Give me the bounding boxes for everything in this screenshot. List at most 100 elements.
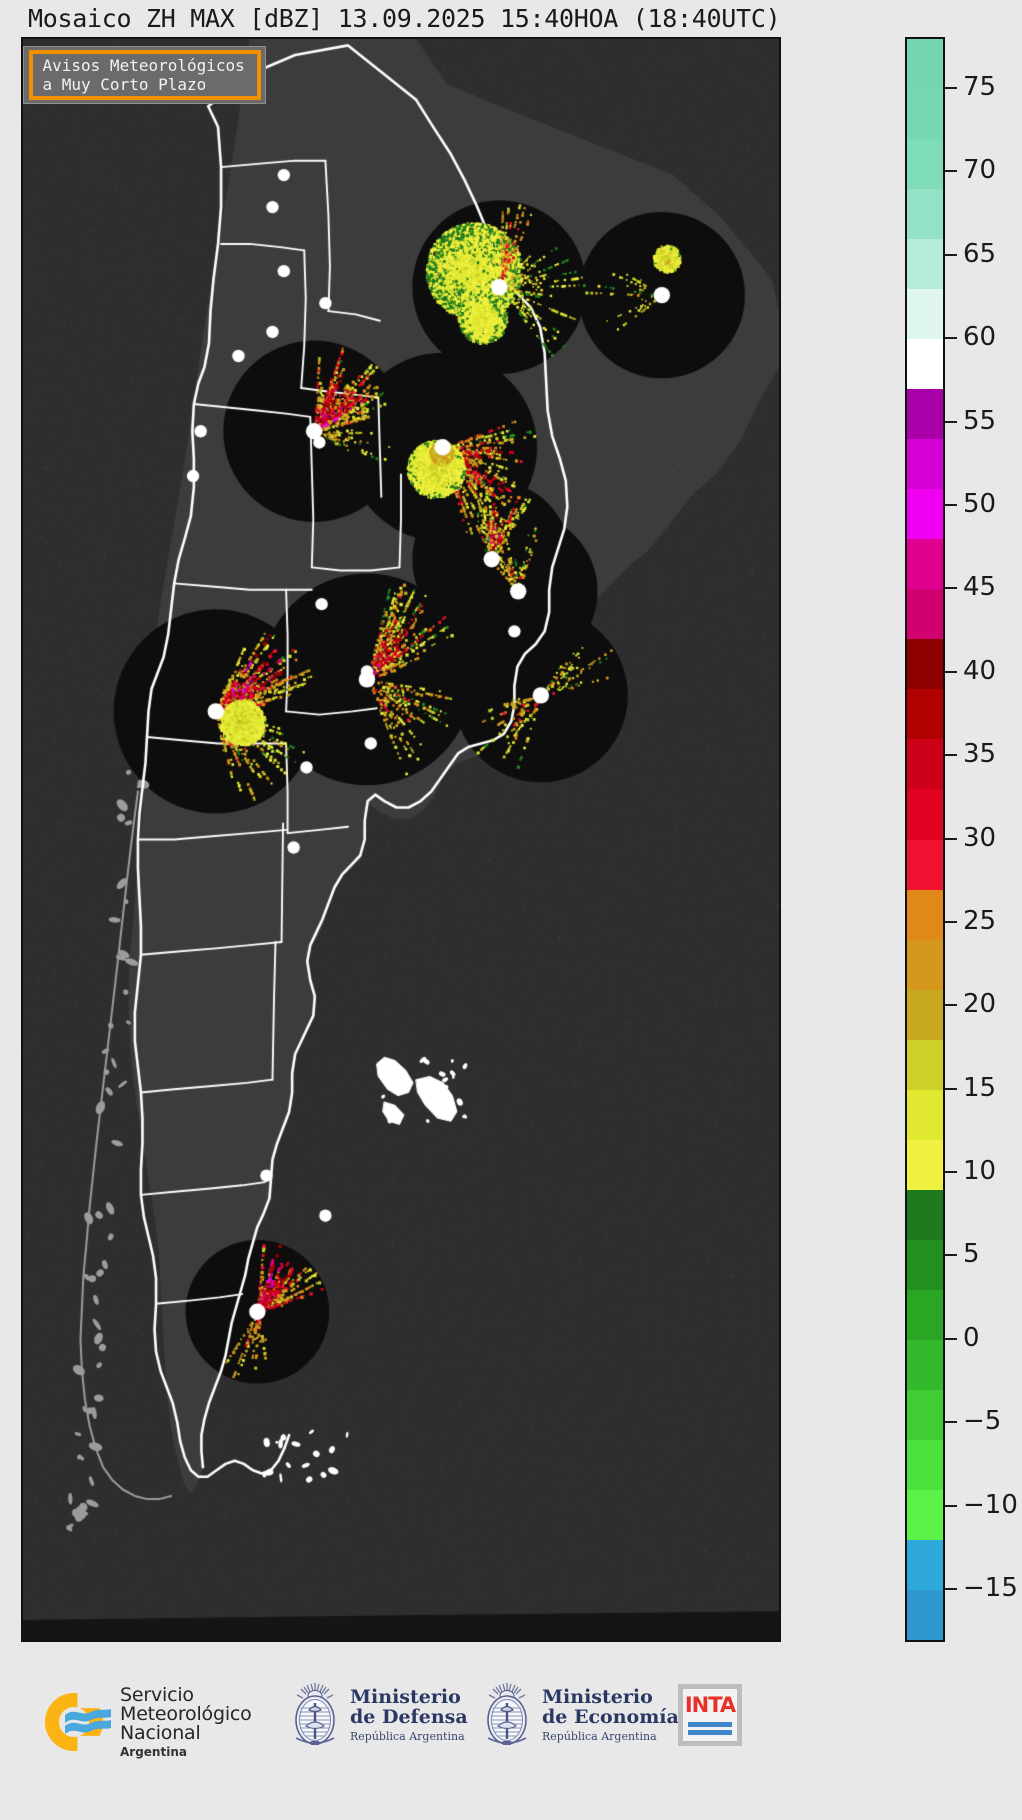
colorbar-tick xyxy=(945,503,957,506)
colorbar-tick xyxy=(945,587,957,590)
economia-line-1: Ministerio xyxy=(542,1685,653,1708)
radar-map[interactable]: Avisos Meteorológicos a Muy Corto Plazo xyxy=(21,37,781,1642)
colorbar-segment xyxy=(907,789,943,840)
argentina-coat-of-arms-icon xyxy=(295,1683,335,1745)
colorbar-tick xyxy=(945,1004,957,1007)
colorbar: 75 70 65 60 55 50 45 40 35 30 25 20 15 10 5 0 −5 −10 −15 xyxy=(905,37,1018,1642)
inta-word: INTA xyxy=(684,1693,736,1717)
colorbar-tick-label: 30 xyxy=(963,822,997,853)
colorbar-tick xyxy=(945,170,957,173)
colorbar-segment xyxy=(907,1189,943,1240)
colorbar-tick-label: 75 xyxy=(963,72,997,103)
colorbar-tick xyxy=(945,754,957,757)
colorbar-segment xyxy=(907,39,943,90)
colorbar-tick-label: 35 xyxy=(963,739,997,770)
defensa-logo-text: Ministerio de Defensa República Argentin… xyxy=(350,1685,468,1743)
smn-logo-text: Servicio Meteorológico Nacional Argentin… xyxy=(120,1686,252,1759)
colorbar-segment xyxy=(907,439,943,490)
alert-box-inner: Avisos Meteorológicos a Muy Corto Plazo xyxy=(28,50,261,100)
colorbar-segment xyxy=(907,1640,943,1642)
inta-emblem-icon: INTA xyxy=(678,1684,742,1746)
colorbar-segment xyxy=(907,389,943,440)
colorbar-segment xyxy=(907,1139,943,1190)
colorbar-segment xyxy=(907,839,943,890)
colorbar-tick xyxy=(945,670,957,673)
colorbar-segment xyxy=(907,639,943,690)
colorbar-segment xyxy=(907,489,943,540)
colorbar-segment xyxy=(907,689,943,740)
colorbar-segment xyxy=(907,189,943,240)
defensa-sub: República Argentina xyxy=(350,1729,465,1743)
colorbar-tick xyxy=(945,1087,957,1090)
defensa-line-1: Ministerio xyxy=(350,1685,461,1708)
smn-line-2: Meteorológico xyxy=(120,1703,252,1725)
smn-sub: Argentina xyxy=(120,1745,187,1759)
radar-map-canvas[interactable] xyxy=(23,39,779,1640)
colorbar-tick-label: 15 xyxy=(963,1072,997,1103)
colorbar-tick-label: 40 xyxy=(963,655,997,686)
colorbar-tick xyxy=(945,337,957,340)
inta-bar-1 xyxy=(688,1722,732,1727)
colorbar-segment xyxy=(907,1389,943,1440)
colorbar-tick xyxy=(945,253,957,256)
colorbar-tick-label: 70 xyxy=(963,155,997,186)
alert-line-1: Avisos Meteorológicos xyxy=(42,56,245,75)
colorbar-tick-label: 5 xyxy=(963,1239,980,1270)
colorbar-tick xyxy=(945,1254,957,1257)
colorbar-tick-label: −15 xyxy=(963,1572,1018,1603)
logo-ministerio-de-defensa: Ministerio de Defensa República Argentin… xyxy=(288,1682,468,1748)
colorbar-segment xyxy=(907,1039,943,1090)
colorbar-tick xyxy=(945,920,957,923)
colorbar-segment xyxy=(907,1339,943,1390)
smn-wave-icon xyxy=(65,1709,111,1734)
colorbar-ticks: 75 70 65 60 55 50 45 40 35 30 25 20 15 10 5 0 −5 −10 −15 xyxy=(945,37,1022,1642)
colorbar-segment xyxy=(907,1089,943,1140)
colorbar-tick-label: 65 xyxy=(963,238,997,269)
colorbar-tick-label: 10 xyxy=(963,1156,997,1187)
colorbar-tick xyxy=(945,1504,957,1507)
colorbar-segment xyxy=(907,1439,943,1490)
colorbar-tick xyxy=(945,837,957,840)
colorbar-tick xyxy=(945,1171,957,1174)
logo-servicio-meteorologico-nacional: Servicio Meteorológico Nacional Argentin… xyxy=(45,1686,252,1758)
colorbar-segment xyxy=(907,539,943,590)
alert-box[interactable]: Avisos Meteorológicos a Muy Corto Plazo xyxy=(23,46,266,104)
colorbar-tick-label: 0 xyxy=(963,1322,980,1353)
colorbar-tick xyxy=(945,87,957,90)
colorbar-segment xyxy=(907,1489,943,1540)
colorbar-segment xyxy=(907,1289,943,1340)
colorbar-segment xyxy=(907,889,943,940)
logo-ministerio-de-economia: Ministerio de Economía República Argenti… xyxy=(480,1682,679,1748)
colorbar-tick-label: 25 xyxy=(963,905,997,936)
defensa-line-2: de Defensa xyxy=(350,1705,468,1728)
alert-line-2: a Muy Corto Plazo xyxy=(42,75,207,94)
colorbar-tick-label: 20 xyxy=(963,989,997,1020)
colorbar-gradient xyxy=(905,37,945,1642)
colorbar-segment xyxy=(907,1589,943,1640)
colorbar-tick-label: −10 xyxy=(963,1489,1018,1520)
colorbar-segment xyxy=(907,239,943,290)
smn-emblem-icon xyxy=(45,1693,111,1751)
colorbar-segment xyxy=(907,589,943,640)
footer-logos: Servicio Meteorológico Nacional Argentin… xyxy=(0,1652,1022,1820)
colorbar-tick xyxy=(945,420,957,423)
colorbar-tick xyxy=(945,1337,957,1340)
colorbar-segment xyxy=(907,289,943,340)
page-title: Mosaico ZH MAX [dBZ] 13.09.2025 15:40HOA… xyxy=(28,3,781,33)
logo-inta: INTA xyxy=(678,1684,742,1746)
colorbar-tick xyxy=(945,1587,957,1590)
colorbar-segment xyxy=(907,989,943,1040)
argentina-coat-of-arms-icon xyxy=(487,1683,527,1745)
colorbar-segment xyxy=(907,89,943,140)
inta-bar-2 xyxy=(688,1730,732,1735)
colorbar-tick xyxy=(945,1421,957,1424)
colorbar-segment xyxy=(907,739,943,790)
colorbar-segment xyxy=(907,1239,943,1290)
colorbar-tick-label: 60 xyxy=(963,322,997,353)
economia-sub: República Argentina xyxy=(542,1729,657,1743)
colorbar-tick-label: 55 xyxy=(963,405,997,436)
colorbar-segment xyxy=(907,339,943,390)
economia-line-2: de Economía xyxy=(542,1705,679,1728)
colorbar-tick-label: 45 xyxy=(963,572,997,603)
